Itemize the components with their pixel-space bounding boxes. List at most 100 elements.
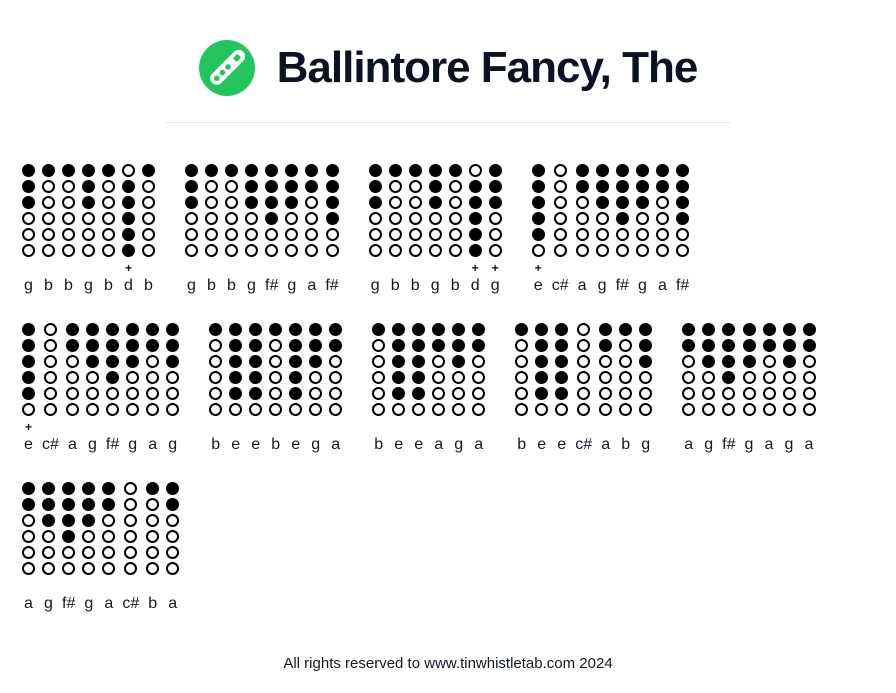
hole-open-icon bbox=[122, 164, 135, 177]
hole-covered-icon bbox=[185, 164, 198, 177]
hole-open-icon bbox=[142, 180, 155, 193]
hole-covered-icon bbox=[265, 164, 279, 177]
note-column-e: e bbox=[249, 323, 263, 454]
hole-open-icon bbox=[577, 387, 591, 400]
hole-open-icon bbox=[245, 228, 258, 241]
note-column-a: a bbox=[102, 482, 116, 613]
hole-covered-icon bbox=[22, 498, 35, 511]
note-column-c#: c# bbox=[122, 482, 139, 613]
hole-open-icon bbox=[635, 244, 649, 257]
note-column-b: b bbox=[102, 164, 115, 295]
hole-open-icon bbox=[124, 482, 138, 495]
hole-open-icon bbox=[205, 244, 218, 257]
hole-open-icon bbox=[106, 403, 120, 416]
note-label: b bbox=[207, 277, 216, 294]
note-label: a bbox=[307, 277, 317, 294]
note-label: g bbox=[784, 436, 794, 453]
hole-open-icon bbox=[22, 530, 35, 543]
hole-covered-icon bbox=[142, 164, 155, 177]
hole-covered-icon bbox=[289, 323, 303, 336]
hole-open-icon bbox=[124, 514, 138, 527]
hole-covered-icon bbox=[126, 339, 140, 352]
hole-open-icon bbox=[682, 371, 696, 384]
octave-plus-marker: + bbox=[534, 261, 542, 275]
hole-open-icon bbox=[595, 228, 609, 241]
hole-open-icon bbox=[329, 387, 343, 400]
note-label: b bbox=[271, 436, 281, 453]
hole-covered-icon bbox=[531, 180, 545, 193]
hole-open-icon bbox=[702, 371, 716, 384]
hole-covered-icon bbox=[122, 228, 135, 241]
hole-open-icon bbox=[289, 403, 303, 416]
hole-covered-icon bbox=[619, 323, 633, 336]
note-column-e: e bbox=[412, 323, 426, 454]
tin-whistle-logo-icon bbox=[198, 40, 255, 96]
note-column-b: b bbox=[372, 323, 386, 454]
hole-open-icon bbox=[142, 244, 155, 257]
hole-open-icon bbox=[329, 371, 343, 384]
note-column-b: b bbox=[408, 164, 422, 295]
hole-covered-icon bbox=[126, 323, 140, 336]
hole-covered-icon bbox=[782, 355, 796, 368]
hole-covered-icon bbox=[722, 371, 736, 384]
hole-open-icon bbox=[802, 403, 816, 416]
note-column-a: a bbox=[146, 323, 160, 454]
note-column-c#: c# bbox=[575, 323, 592, 454]
hole-open-icon bbox=[432, 355, 446, 368]
hole-open-icon bbox=[209, 371, 223, 384]
hole-open-icon bbox=[305, 244, 319, 257]
hole-open-icon bbox=[43, 403, 57, 416]
note-column-g: g bbox=[82, 482, 96, 613]
hole-open-icon bbox=[22, 212, 35, 225]
hole-open-icon bbox=[408, 180, 422, 193]
note-label: g bbox=[287, 277, 297, 294]
hole-open-icon bbox=[782, 371, 796, 384]
hole-open-icon bbox=[372, 355, 386, 368]
hole-open-icon bbox=[448, 180, 462, 193]
note-column-d: + d bbox=[122, 164, 135, 295]
hole-open-icon bbox=[305, 228, 319, 241]
hole-open-icon bbox=[229, 403, 243, 416]
hole-open-icon bbox=[639, 403, 653, 416]
hole-open-icon bbox=[309, 371, 323, 384]
whistle-body bbox=[209, 49, 245, 85]
tab-row-3: a g f# g a c# b a bbox=[22, 482, 896, 613]
hole-open-icon bbox=[305, 196, 319, 209]
hole-open-icon bbox=[166, 562, 180, 575]
hole-open-icon bbox=[619, 387, 633, 400]
note-column-g: g bbox=[452, 323, 466, 454]
hole-covered-icon bbox=[245, 164, 258, 177]
hole-covered-icon bbox=[325, 196, 339, 209]
hole-open-icon bbox=[488, 212, 502, 225]
hole-open-icon bbox=[42, 562, 55, 575]
hole-covered-icon bbox=[432, 323, 446, 336]
hole-covered-icon bbox=[329, 339, 343, 352]
hole-covered-icon bbox=[468, 244, 482, 257]
hole-open-icon bbox=[682, 403, 696, 416]
hole-open-icon bbox=[531, 244, 545, 257]
hole-open-icon bbox=[225, 228, 238, 241]
hole-open-icon bbox=[615, 228, 629, 241]
note-label: b bbox=[64, 277, 73, 294]
hole-covered-icon bbox=[249, 355, 263, 368]
note-label: e bbox=[251, 436, 261, 453]
hole-covered-icon bbox=[106, 323, 120, 336]
hole-covered-icon bbox=[472, 339, 486, 352]
hole-open-icon bbox=[42, 228, 55, 241]
hole-covered-icon bbox=[85, 355, 99, 368]
note-label: a bbox=[67, 436, 77, 453]
hole-open-icon bbox=[599, 355, 613, 368]
hole-open-icon bbox=[269, 387, 283, 400]
hole-open-icon bbox=[432, 387, 446, 400]
note-column-g: + g bbox=[488, 164, 502, 295]
hole-covered-icon bbox=[412, 339, 426, 352]
hole-open-icon bbox=[22, 514, 35, 527]
hole-covered-icon bbox=[368, 180, 382, 193]
hole-open-icon bbox=[553, 244, 567, 257]
note-label: e bbox=[24, 436, 33, 453]
hole-covered-icon bbox=[468, 196, 482, 209]
hole-covered-icon bbox=[762, 323, 776, 336]
note-column-a: a bbox=[655, 164, 669, 295]
hole-open-icon bbox=[762, 355, 776, 368]
